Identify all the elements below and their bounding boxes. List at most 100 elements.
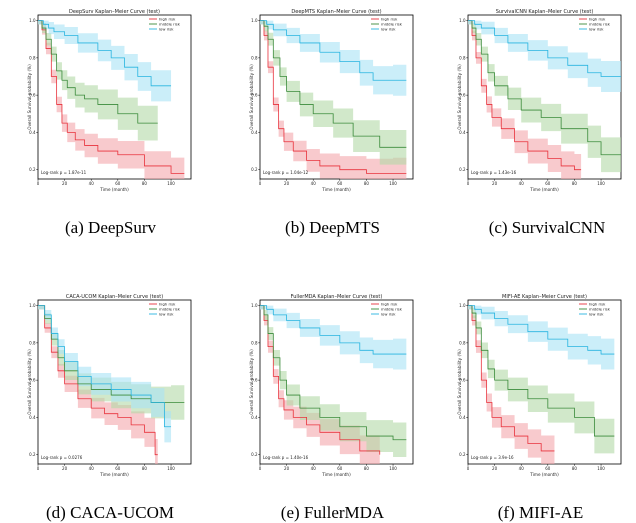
caption-c: (c) SurvivalCNN [488,218,606,237]
x-tick-label: 60 [545,466,551,471]
x-tick-label: 0 [259,466,262,471]
high-risk-legend-label: high risk [589,301,606,306]
high-risk-ci-band [38,20,185,179]
x-axis-label: Time (month) [99,187,129,192]
low-risk-ci-band [468,305,615,371]
middle-risk-ci-band [260,20,407,166]
y-tick-label: 0.4 [251,415,258,420]
y-tick-label: 0.2 [459,167,466,172]
low-risk-legend-label: low risk [381,311,396,316]
km-chart: CACA-UCOM Kaplan–Meier Curve (test) Overa… [27,294,192,477]
caption-f: (f) MIFI-AE [497,503,584,522]
low-risk-curve [260,305,407,355]
high-risk-curve [260,305,381,455]
middle-risk-ci-band [260,305,407,459]
middle-risk-curve [260,20,407,148]
x-tick-label: 20 [492,466,498,471]
middle-risk-ci-band [468,20,621,174]
low-risk-ci-band [38,305,172,444]
y-axis-label: Overall Survival probability (%) [457,349,462,415]
y-tick-label: 0.4 [29,130,36,135]
middle-risk-curve [38,20,158,124]
chart-title: DeepMTS Kaplan–Meier Curve (test) [291,9,381,15]
x-tick-label: 40 [89,466,95,471]
low-risk-curve [38,305,172,428]
x-tick-label: 40 [519,181,525,186]
x-tick-label: 60 [337,181,343,186]
x-tick-label: 40 [311,466,317,471]
panel-d: CACA-UCOM Kaplan–Meier Curve (test) Overa… [27,290,193,477]
y-tick-label: 0.6 [251,378,258,383]
high-risk-legend-label: high risk [159,16,176,21]
y-tick-label: 1.0 [251,303,258,308]
y-tick-label: 0.8 [251,55,258,60]
y-tick-label: 0.6 [459,93,466,98]
y-tick-label: 0.2 [29,167,36,172]
x-tick-label: 40 [89,181,95,186]
y-tick-label: 0.4 [251,130,258,135]
y-axis-label: Overall Survival probability (%) [27,64,32,130]
y-tick-label: 0.8 [251,340,258,345]
middle-risk-ci-band [38,20,158,142]
chart-title: DeepSurv Kaplan–Meier Curve (test) [69,9,160,15]
logrank-annotation: Log-rank p = 3.9e-16 [471,455,514,460]
x-tick-label: 80 [142,466,148,471]
y-tick-label: 0.8 [459,340,466,345]
panel-e: FullerMDA Kaplan–Meier Curve (test) Overa… [249,290,415,477]
y-tick-label: 0.4 [29,415,36,420]
x-tick-label: 0 [37,181,40,186]
logrank-annotation: Log-rank p = 1.40e-16 [263,455,309,460]
x-axis-label: Time (month) [321,472,351,477]
middle-risk-legend-label: middle risk [381,21,403,26]
high-risk-legend-label: high risk [159,301,176,306]
high-risk-curve [38,305,158,456]
low-risk-curve [260,20,407,81]
x-axis-label: Time (month) [321,187,351,192]
low-risk-curve [468,20,621,77]
panel-f: MIFI-AE Kaplan–Meier Curve (test) Overall… [457,290,623,477]
x-tick-label: 20 [492,181,498,186]
low-risk-legend-label: low risk [589,26,604,31]
caption-d: (d) CACA-UCOM [46,503,174,522]
chart-title: FullerMDA Kaplan–Meier Curve (test) [291,294,383,300]
logrank-annotation: Log-rank p = 1.04e-12 [263,170,309,175]
y-tick-label: 0.2 [29,452,36,457]
y-tick-label: 0.6 [29,378,36,383]
low-risk-legend-label: low risk [381,26,396,31]
y-tick-label: 0.8 [459,55,466,60]
km-chart: FullerMDA Kaplan–Meier Curve (test) Overa… [249,294,414,477]
high-risk-ci-band [468,305,555,464]
x-tick-label: 20 [284,181,290,186]
x-tick-label: 100 [167,466,175,471]
middle-risk-curve [468,305,615,437]
x-tick-label: 100 [167,181,175,186]
logrank-annotation: Log-rank p = 1.87e-11 [41,170,87,175]
low-risk-ci-band [260,305,407,371]
low-risk-legend-label: low risk [159,311,174,316]
x-tick-label: 20 [62,181,68,186]
caption-e: (e) FullerMDA [280,503,385,522]
y-tick-label: 0.8 [29,55,36,60]
high-risk-ci-band [38,305,158,464]
y-axis-label: Overall Survival probability (%) [249,64,254,130]
x-tick-label: 20 [62,466,68,471]
x-tick-label: 80 [364,181,370,186]
middle-risk-curve [468,20,621,156]
x-tick-label: 80 [572,466,578,471]
x-axis-label: Time (month) [529,187,559,192]
chart-title: CACA-UCOM Kaplan–Meier Curve (test) [66,294,163,300]
high-risk-ci-band [468,20,582,179]
middle-risk-legend-label: middle risk [159,21,181,26]
x-tick-label: 80 [364,466,370,471]
panel-a: DeepSurv Kaplan–Meier Curve (test) Overal… [27,5,193,192]
x-tick-label: 80 [142,181,148,186]
y-tick-label: 1.0 [459,18,466,23]
panel-c: SurvivalCNN Kaplan–Meier Curve (test) Ove… [457,5,623,192]
y-tick-label: 1.0 [29,18,36,23]
y-axis-label: Overall Survival probability (%) [27,349,32,415]
km-chart: DeepMTS Kaplan–Meier Curve (test) Overall… [249,9,414,192]
caption-a: (a) DeepSurv [64,218,157,237]
y-tick-label: 0.4 [459,130,466,135]
low-risk-legend-label: low risk [589,311,604,316]
y-tick-label: 0.6 [251,93,258,98]
